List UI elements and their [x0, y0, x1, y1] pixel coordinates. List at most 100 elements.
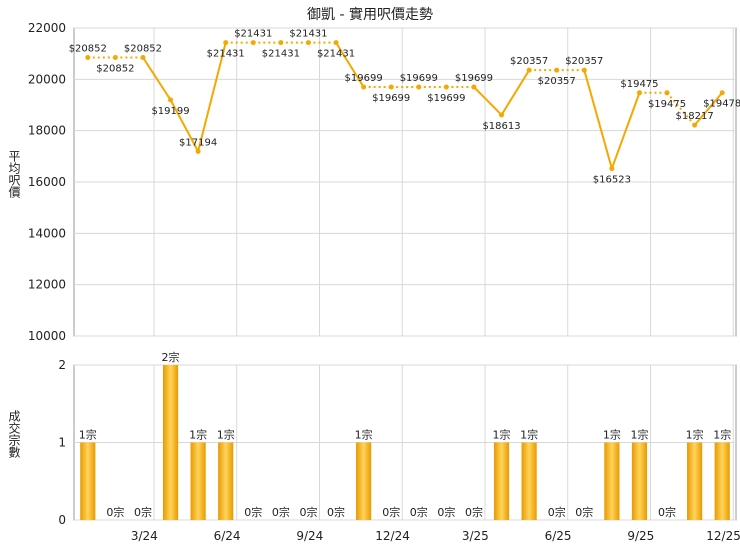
price-y-tick-label: 20000 [28, 72, 66, 86]
price-y-tick-label: 18000 [28, 124, 66, 138]
price-data-label: $21431 [262, 49, 300, 60]
price-data-label: $19199 [151, 106, 189, 117]
price-line-segment [169, 99, 200, 152]
volume-data-label: 0宗 [410, 505, 428, 519]
volume-y-tick-label: 2 [58, 358, 66, 372]
price-point [388, 84, 394, 90]
price-point [85, 54, 91, 60]
price-y-tick-label: 12000 [28, 278, 66, 292]
price-data-label: $17194 [179, 137, 217, 148]
price-line-segment [583, 69, 613, 169]
price-data-label: $19699 [345, 73, 383, 84]
price-data-label: $19699 [455, 73, 493, 84]
volume-bar [190, 442, 206, 520]
volume-data-label: 1宗 [217, 428, 235, 442]
price-point [416, 84, 422, 90]
price-point [250, 40, 256, 46]
price-point [112, 54, 118, 60]
price-line-segment [693, 92, 723, 126]
x-tick-label: 6/24 [214, 529, 241, 543]
volume-data-label: 0宗 [548, 505, 566, 519]
volume-bar [218, 442, 234, 520]
price-point [195, 148, 201, 154]
volume-data-label: 1宗 [630, 428, 648, 442]
price-point [443, 84, 449, 90]
volume-y-tick-label: 0 [58, 513, 66, 527]
price-point [664, 90, 670, 96]
price-line-segment [666, 92, 696, 126]
price-data-label: $20852 [96, 63, 134, 74]
volume-y-tick-label: 1 [58, 436, 66, 450]
volume-data-label: 0宗 [382, 505, 400, 519]
price-data-label: $21431 [289, 29, 327, 40]
volume-data-label: 1宗 [520, 428, 538, 442]
volume-data-label: 1宗 [79, 428, 97, 442]
volume-data-label: 0宗 [658, 505, 676, 519]
price-point [609, 166, 615, 172]
price-point [140, 54, 146, 60]
volume-bar [687, 442, 703, 520]
volume-data-label: 0宗 [244, 505, 262, 519]
price-data-label: $20852 [124, 43, 162, 54]
price-data-label: $18613 [482, 121, 520, 132]
price-data-label: $19699 [372, 93, 410, 104]
x-tick-label: 3/24 [131, 529, 158, 543]
count-y-axis-label: 成交宗數 [7, 410, 21, 458]
volume-bar [493, 442, 510, 520]
volume-bar [356, 442, 372, 520]
price-data-label: $19699 [400, 73, 438, 84]
price-data-label: $19478 [703, 99, 740, 110]
volume-data-label: 1宗 [686, 428, 704, 442]
x-tick-label: 12/25 [706, 529, 740, 543]
volume-bar [714, 442, 730, 520]
price-data-label: $19699 [427, 93, 465, 104]
x-tick-label: 9/25 [627, 529, 654, 543]
price-y-tick-label: 16000 [28, 175, 66, 189]
price-point [526, 67, 532, 73]
volume-data-label: 0宗 [327, 505, 345, 519]
price-line-segment [473, 86, 503, 116]
x-tick-label: 6/25 [545, 529, 572, 543]
price-data-label: $20852 [69, 43, 107, 54]
volume-bar [604, 442, 620, 520]
volume-bar [162, 365, 179, 520]
price-point [333, 40, 339, 46]
volume-bar [80, 442, 96, 520]
volume-data-label: 1宗 [603, 428, 621, 442]
price-point [168, 97, 174, 103]
price-point [719, 90, 725, 96]
volume-data-label: 1宗 [189, 428, 207, 442]
price-data-label: $18217 [676, 111, 714, 122]
volume-data-label: 0宗 [134, 505, 152, 519]
price-point [554, 67, 560, 73]
price-line-segment [500, 69, 530, 116]
price-data-label: $20357 [538, 76, 576, 87]
price-point [636, 90, 642, 96]
price-point [278, 40, 284, 46]
price-y-axis-label: 平均呎價 [7, 150, 21, 198]
price-point [223, 40, 229, 46]
price-point [361, 84, 367, 90]
price-line-segment [610, 92, 641, 169]
volume-data-label: 0宗 [437, 505, 455, 519]
volume-data-label: 1宗 [493, 428, 511, 442]
x-tick-label: 9/24 [296, 529, 323, 543]
volume-bar [631, 442, 648, 520]
price-point [471, 84, 477, 90]
price-point [499, 112, 505, 118]
price-y-tick-label: 22000 [28, 21, 66, 35]
price-data-label: $16523 [593, 175, 631, 186]
price-data-label: $19475 [648, 99, 686, 110]
volume-data-label: 1宗 [355, 428, 373, 442]
volume-data-label: 1宗 [713, 428, 731, 442]
volume-data-label: 0宗 [299, 505, 317, 519]
price-data-label: $21431 [234, 29, 272, 40]
x-tick-label: 3/25 [462, 529, 489, 543]
price-data-label: $21431 [317, 49, 355, 60]
volume-data-label: 0宗 [575, 505, 593, 519]
price-y-tick-label: 10000 [28, 329, 66, 343]
price-line-segment [335, 42, 365, 88]
volume-data-label: 0宗 [106, 505, 124, 519]
price-point [581, 67, 587, 73]
